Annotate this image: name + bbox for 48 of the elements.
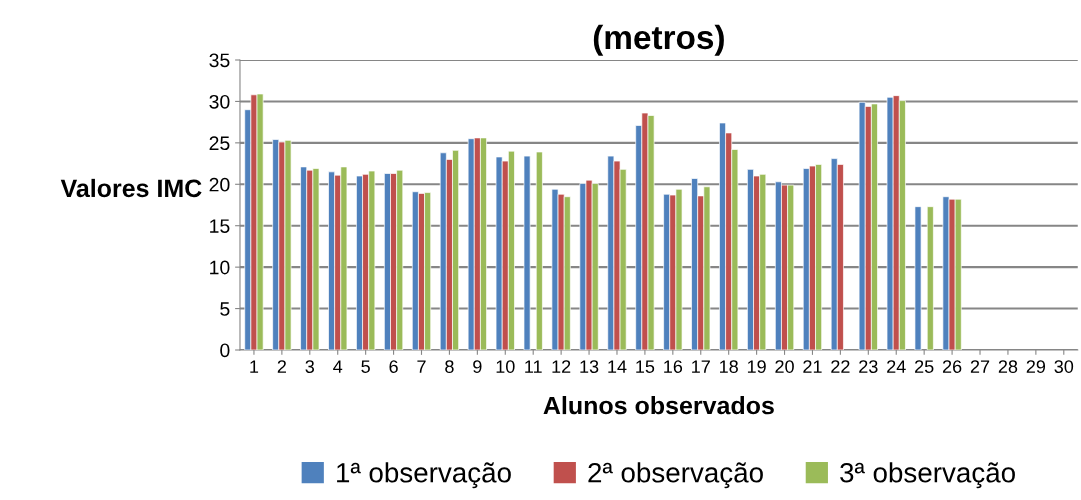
y-tick-label: 25	[209, 136, 230, 151]
x-tick-label: 23	[859, 360, 878, 373]
y-tick-label: 20	[209, 177, 230, 192]
x-tick-label: 17	[692, 360, 710, 373]
y-tick-label: 0	[220, 343, 230, 358]
x-tick-label: 1	[250, 360, 259, 373]
x-tick-label: 24	[887, 360, 906, 373]
y-tick-label: 35	[209, 53, 230, 68]
x-tick-label: 15	[636, 360, 655, 373]
x-tick-label: 2	[277, 360, 286, 373]
bar	[914, 206, 922, 350]
x-tick-label: 5	[361, 360, 370, 373]
legend-label: 1ª observação	[337, 462, 511, 489]
x-tick-label: 6	[389, 360, 398, 373]
x-tick-label: 18	[720, 360, 738, 373]
legend-label: 2ª observação	[588, 462, 763, 489]
x-tick-label: 9	[473, 360, 482, 373]
x-tick-label: 27	[970, 360, 990, 373]
x-axis-title: Alunos observados	[543, 396, 774, 415]
x-tick-label: 28	[998, 360, 1018, 373]
x-tick-label: 22	[831, 360, 850, 373]
chart-title: (metros)	[593, 24, 724, 56]
x-tick-label: 13	[580, 360, 599, 373]
x-tick-label: 16	[664, 360, 683, 373]
bar	[926, 206, 934, 350]
x-tick-label: 20	[775, 360, 794, 373]
x-tick-label: 21	[803, 360, 822, 373]
x-tick-label: 3	[305, 360, 315, 373]
x-tick-label: 12	[552, 360, 571, 373]
bar	[535, 151, 543, 350]
x-tick-label: 11	[525, 360, 542, 373]
y-tick-label: 15	[210, 219, 230, 233]
x-tick-label: 30	[1054, 360, 1074, 373]
x-tick-label: 19	[747, 360, 766, 373]
y-axis-title: Valores IMC	[60, 178, 202, 198]
y-tick-label: 30	[209, 94, 230, 109]
legend-label: 3ª observação	[840, 462, 1015, 489]
x-tick-label: 29	[1026, 360, 1046, 373]
y-tick-label: 5	[220, 302, 230, 316]
y-tick-label: 10	[210, 260, 230, 275]
x-tick-label: 8	[445, 360, 454, 373]
x-tick-label: 7	[417, 360, 426, 373]
x-tick-label: 25	[915, 360, 934, 373]
x-tick-label: 10	[496, 360, 515, 373]
x-tick-label: 26	[942, 360, 962, 373]
x-tick-label: 14	[608, 360, 627, 373]
x-tick-label: 4	[333, 360, 343, 373]
bar	[523, 155, 531, 350]
